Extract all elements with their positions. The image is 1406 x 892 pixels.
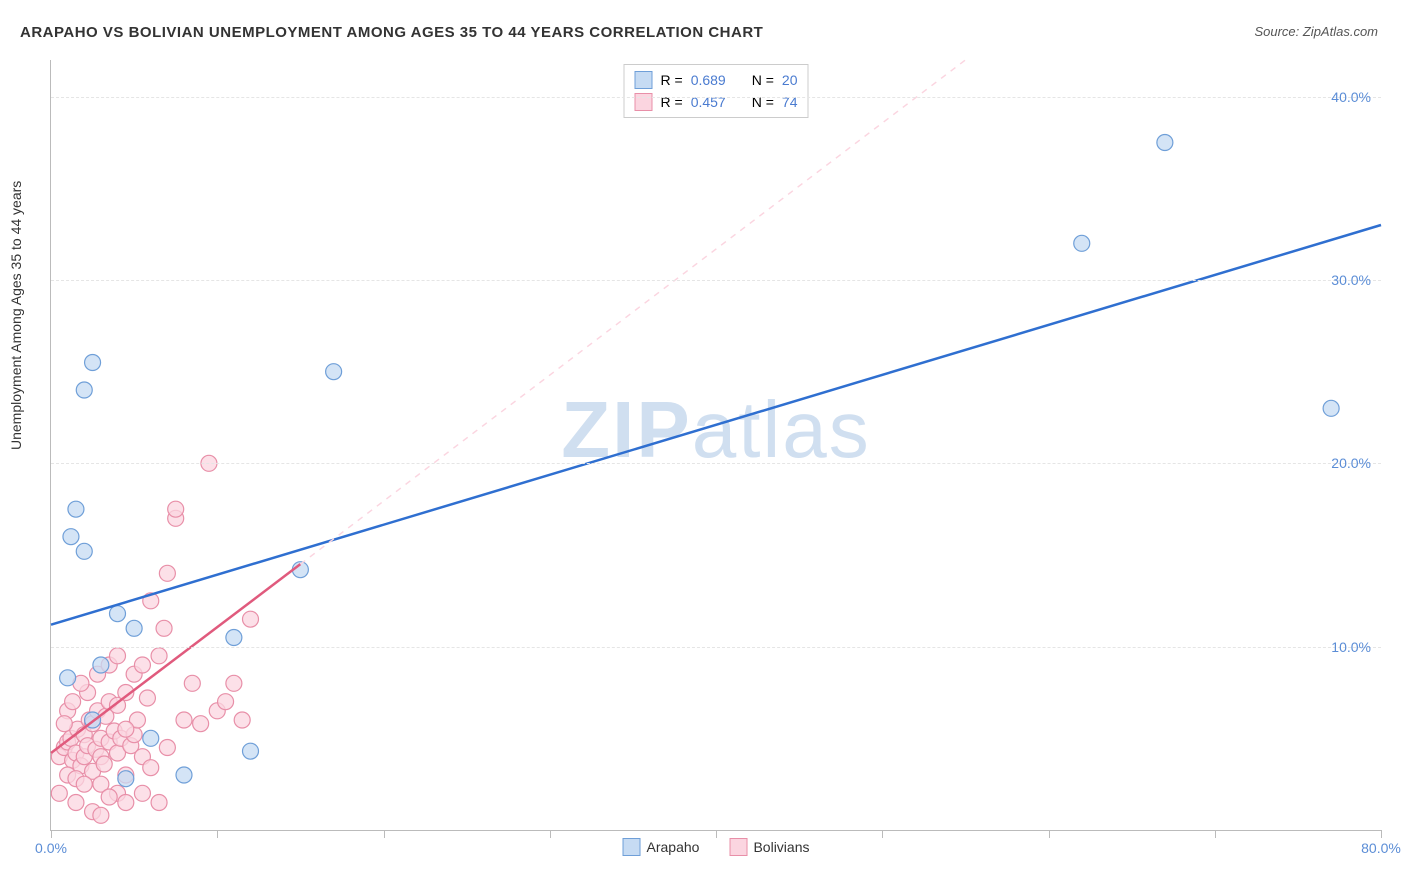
gridline: [51, 97, 1381, 98]
data-point: [118, 771, 134, 787]
data-point: [51, 785, 67, 801]
legend-item: Bolivians: [729, 838, 809, 856]
data-point: [226, 675, 242, 691]
data-point: [234, 712, 250, 728]
data-point: [76, 382, 92, 398]
data-point: [134, 785, 150, 801]
gridline: [51, 647, 1381, 648]
data-point: [168, 501, 184, 517]
legend-label: Arapaho: [647, 839, 700, 855]
data-point: [118, 721, 134, 737]
y-tick-label: 10.0%: [1331, 639, 1371, 655]
data-point: [243, 611, 259, 627]
trend-extension: [300, 60, 965, 564]
data-point: [134, 657, 150, 673]
x-tick-label: 0.0%: [35, 840, 67, 856]
data-point: [96, 756, 112, 772]
data-point: [193, 716, 209, 732]
legend-item: Arapaho: [623, 838, 700, 856]
data-point: [151, 648, 167, 664]
gridline: [51, 280, 1381, 281]
legend-label: Bolivians: [753, 839, 809, 855]
chart-plot-area: ZIPatlas R = 0.689N = 20R = 0.457N = 74 …: [50, 60, 1381, 831]
x-tick: [716, 830, 717, 838]
data-point: [243, 743, 259, 759]
data-point: [151, 795, 167, 811]
x-tick: [1215, 830, 1216, 838]
data-point: [218, 694, 234, 710]
legend-swatch: [729, 838, 747, 856]
data-point: [143, 730, 159, 746]
data-point: [226, 630, 242, 646]
x-tick: [384, 830, 385, 838]
gridline: [51, 463, 1381, 464]
x-tick: [217, 830, 218, 838]
data-point: [159, 740, 175, 756]
y-tick-label: 30.0%: [1331, 272, 1371, 288]
x-tick-label: 80.0%: [1361, 840, 1401, 856]
chart-title: ARAPAHO VS BOLIVIAN UNEMPLOYMENT AMONG A…: [20, 24, 763, 41]
data-point: [93, 807, 109, 823]
data-point: [101, 789, 117, 805]
data-point: [176, 767, 192, 783]
data-point: [93, 657, 109, 673]
trend-line: [51, 564, 300, 753]
data-point: [56, 716, 72, 732]
data-point: [60, 670, 76, 686]
data-point: [159, 565, 175, 581]
data-point: [68, 795, 84, 811]
x-tick: [51, 830, 52, 838]
data-point: [156, 620, 172, 636]
y-axis-label: Unemployment Among Ages 35 to 44 years: [8, 181, 24, 450]
data-point: [1074, 235, 1090, 251]
data-point: [326, 364, 342, 380]
data-point: [68, 501, 84, 517]
y-tick-label: 20.0%: [1331, 455, 1371, 471]
data-point: [143, 760, 159, 776]
data-point: [63, 529, 79, 545]
y-tick-label: 40.0%: [1331, 89, 1371, 105]
x-tick: [882, 830, 883, 838]
data-point: [118, 795, 134, 811]
data-point: [110, 648, 126, 664]
data-point: [1323, 400, 1339, 416]
data-point: [126, 620, 142, 636]
x-tick: [1049, 830, 1050, 838]
source-attribution: Source: ZipAtlas.com: [1254, 24, 1378, 39]
legend-swatch: [623, 838, 641, 856]
data-point: [76, 776, 92, 792]
x-tick: [550, 830, 551, 838]
x-tick: [1381, 830, 1382, 838]
data-point: [65, 694, 81, 710]
data-point: [110, 606, 126, 622]
data-point: [184, 675, 200, 691]
data-point: [139, 690, 155, 706]
trend-line: [51, 225, 1381, 625]
data-point: [76, 543, 92, 559]
scatter-plot-svg: [51, 60, 1381, 830]
series-legend: Arapaho Bolivians: [623, 838, 810, 856]
data-point: [1157, 135, 1173, 151]
data-point: [85, 355, 101, 371]
data-point: [176, 712, 192, 728]
